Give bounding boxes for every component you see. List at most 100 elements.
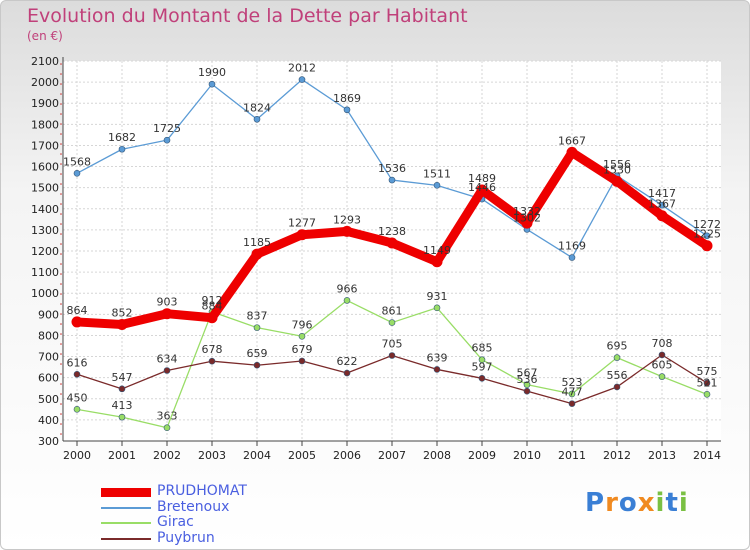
- data-label: 659: [247, 347, 268, 360]
- data-point: [523, 387, 531, 395]
- y-tick-label: 1400: [31, 203, 59, 216]
- data-label: 1530: [603, 163, 631, 176]
- data-label: 1990: [198, 66, 226, 79]
- data-label: 1302: [513, 211, 541, 224]
- data-label: 679: [292, 343, 313, 356]
- axis-dot: [60, 323, 62, 325]
- y-tick-label: 1000: [31, 287, 59, 300]
- legend-swatch: [101, 506, 151, 509]
- data-point: [206, 312, 218, 324]
- data-point: [208, 357, 216, 365]
- legend-label: Puybrun: [157, 529, 215, 546]
- axis-dot: [60, 313, 62, 315]
- data-point: [388, 176, 396, 184]
- data-point: [296, 229, 308, 241]
- logo-letter: r: [605, 488, 619, 518]
- data-label: 1667: [558, 134, 586, 147]
- proxiti-logo: Proxiti: [585, 488, 689, 518]
- data-label: 634: [157, 352, 178, 365]
- data-point: [658, 201, 666, 209]
- data-point: [298, 332, 306, 340]
- y-tick-label: 1200: [31, 245, 59, 258]
- axis-dot: [60, 423, 62, 425]
- series-lines: [71, 76, 713, 432]
- data-label: 556: [607, 369, 628, 382]
- data-point: [118, 145, 126, 153]
- data-point: [566, 146, 578, 158]
- x-tick-label: 2001: [108, 449, 136, 462]
- data-label: 1824: [243, 101, 271, 114]
- logo-letter: i: [655, 488, 666, 518]
- data-point: [613, 383, 621, 391]
- y-tick-label: 2100: [31, 55, 59, 68]
- data-point: [343, 106, 351, 114]
- data-labels: 864 852 903 884 1185 1277 1293 1238 1149 1489 1332…: [63, 62, 721, 423]
- data-point: [118, 413, 126, 421]
- axis-dot: [60, 103, 62, 105]
- axis-dot: [60, 363, 62, 365]
- axis-dot: [60, 283, 62, 285]
- data-point: [116, 318, 128, 330]
- x-tick-label: 2004: [243, 449, 271, 462]
- data-point: [701, 240, 713, 252]
- data-label: 685: [472, 342, 493, 355]
- logo-letter: P: [585, 488, 606, 518]
- data-point: [388, 319, 396, 326]
- data-point: [161, 308, 173, 320]
- axis-dot: [60, 253, 62, 255]
- axis-dot: [60, 353, 62, 355]
- y-tick-label: 1600: [31, 161, 59, 174]
- axis-dot: [60, 193, 62, 195]
- axis-dot: [60, 143, 62, 145]
- data-point: [658, 351, 666, 359]
- data-point: [523, 381, 531, 388]
- axis-dot: [60, 203, 62, 205]
- axis-dot: [60, 393, 62, 395]
- data-label: 1238: [378, 225, 406, 238]
- data-label: 912: [202, 294, 223, 307]
- data-label: 1277: [288, 217, 316, 230]
- x-tick-label: 2011: [558, 449, 586, 462]
- logo-letter: t: [665, 488, 679, 518]
- axis-dot: [60, 213, 62, 215]
- data-point: [431, 256, 443, 268]
- data-label: 450: [67, 391, 88, 404]
- data-label: 1489: [468, 172, 496, 185]
- data-point: [298, 357, 306, 365]
- x-tick-label: 2000: [63, 449, 91, 462]
- data-label: 477: [562, 386, 583, 399]
- axis-dot: [60, 403, 62, 405]
- data-point: [208, 80, 216, 88]
- data-point: [611, 175, 623, 187]
- data-label: 1417: [648, 187, 676, 200]
- legend-swatch: [101, 522, 151, 524]
- data-point: [478, 374, 486, 382]
- data-label: 521: [697, 376, 718, 389]
- data-point: [521, 217, 533, 229]
- data-point: [73, 406, 81, 413]
- data-label: 796: [292, 318, 313, 331]
- x-tick-label: 2010: [513, 449, 541, 462]
- axis-dot: [60, 383, 62, 385]
- data-label: 861: [382, 305, 403, 318]
- axis-dot: [60, 183, 62, 185]
- data-label: 2012: [288, 62, 316, 75]
- axes: 300 400 500 600 700 800 900 1000 1100 1200 1300 140…: [31, 55, 721, 462]
- data-label: 1169: [558, 240, 586, 253]
- data-point: [253, 361, 261, 369]
- data-label: 639: [427, 351, 448, 364]
- data-label: 931: [427, 290, 448, 303]
- y-tick-label: 1800: [31, 118, 59, 131]
- data-label: 523: [562, 376, 583, 389]
- grid: [63, 60, 721, 442]
- axis-dot: [60, 113, 62, 115]
- data-point: [341, 225, 353, 237]
- x-tick-label: 2005: [288, 449, 316, 462]
- data-label: 903: [157, 296, 178, 309]
- axis-dot: [60, 133, 62, 135]
- x-tick-label: 2013: [648, 449, 676, 462]
- data-point: [433, 366, 441, 373]
- y-tick-label: 500: [38, 393, 59, 406]
- data-label: 852: [112, 306, 133, 319]
- data-label: 708: [652, 337, 673, 350]
